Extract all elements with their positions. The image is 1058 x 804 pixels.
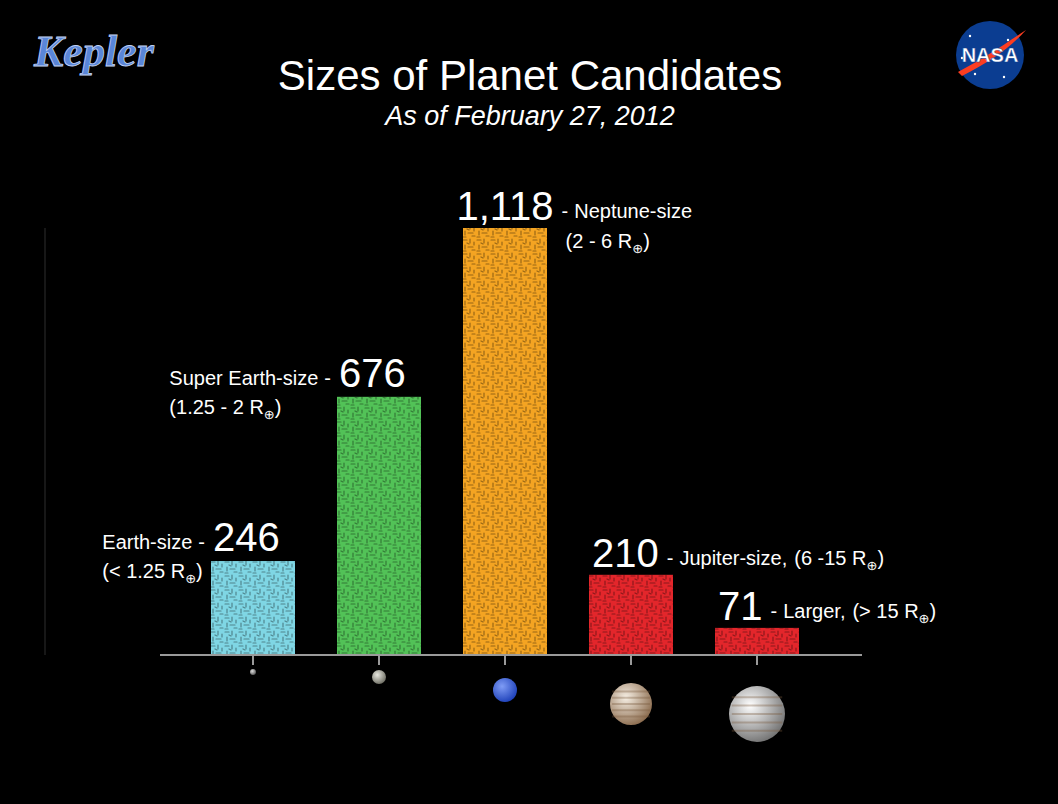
bar-texture: [337, 397, 421, 655]
size-range-sub: ⊕: [866, 558, 877, 573]
planet-band: [612, 697, 650, 699]
kepler-logo: Kepler: [33, 27, 155, 76]
category-label: Super Earth-size: [169, 367, 318, 389]
bar: [337, 397, 421, 655]
planet-band: [732, 696, 782, 698]
size-range: (1.25 - 2 R⊕): [169, 396, 281, 422]
size-range: (< 1.25 R⊕): [102, 560, 202, 586]
label-separator: -: [562, 200, 569, 222]
category-tick: [756, 655, 758, 665]
data-label: 71: [718, 584, 763, 628]
size-range-part: (1.25 - 2 R: [169, 396, 263, 418]
data-label: 210: [592, 531, 659, 575]
category-label: Earth-size: [102, 531, 192, 553]
data-label: 246: [213, 515, 280, 559]
planet-band: [612, 690, 650, 692]
bar: [715, 628, 799, 655]
size-range: (6 -15 R⊕): [794, 547, 884, 573]
data-label: 1,118: [456, 184, 553, 228]
size-range-part: (< 1.25 R: [102, 560, 185, 582]
planet-icon: [493, 678, 517, 702]
size-range-part: ): [930, 600, 937, 622]
planet-band: [612, 703, 650, 705]
size-range: (> 15 R⊕): [852, 600, 936, 626]
category-tick: [504, 655, 506, 665]
size-range-part: ): [196, 560, 203, 582]
label-separator: -: [324, 367, 331, 389]
plot-area: [211, 228, 799, 655]
category-tick: [378, 655, 380, 665]
bar: [463, 228, 547, 655]
size-range-sub: ⊕: [264, 407, 275, 422]
label-separator: -: [667, 547, 674, 569]
bar-texture: [589, 575, 673, 655]
size-range-part: ): [877, 547, 884, 569]
label-separator: -: [771, 600, 778, 622]
bar-texture: [715, 628, 799, 655]
planet-icon: [610, 683, 652, 725]
size-range-part: ): [275, 396, 282, 418]
category-label: Jupiter-size,: [679, 547, 787, 569]
category-tick: [630, 655, 632, 665]
subtitle: As of February 27, 2012: [383, 101, 675, 131]
planet-icon: [250, 669, 256, 675]
planet-icon: [372, 670, 386, 684]
size-range-part: (> 15 R: [852, 600, 918, 622]
data-label: 676: [339, 351, 406, 395]
nasa-logo-star: [1007, 39, 1009, 41]
title: Sizes of Planet Candidates: [278, 52, 782, 99]
bar-texture: [463, 228, 547, 655]
nasa-logo-star: [969, 35, 971, 37]
nasa-logo-disc: [956, 21, 1024, 89]
category-tick: [252, 655, 254, 665]
size-range-part: (2 - 6 R: [566, 230, 633, 252]
planet-band: [732, 721, 782, 723]
size-range-sub: ⊕: [185, 571, 196, 586]
size-range: (2 - 6 R⊕): [566, 230, 650, 256]
size-range-sub: ⊕: [632, 241, 643, 256]
planet-band: [732, 730, 782, 732]
y-axis-line: [45, 228, 46, 655]
size-range-part: (6 -15 R: [794, 547, 866, 569]
chart: Kepler NASA Sizes of Planet CandidatesAs o…: [0, 0, 1058, 804]
label-separator: -: [198, 531, 205, 553]
page: {"chart_data": {"type": "bar", "title": …: [0, 0, 1058, 804]
planet-band: [612, 716, 650, 718]
size-range-part: ): [643, 230, 650, 252]
bar-texture: [211, 561, 295, 655]
bar: [589, 575, 673, 655]
category-label: Neptune-size: [574, 200, 692, 222]
nasa-logo-text: NASA: [962, 44, 1019, 66]
nasa-logo-star: [1003, 76, 1005, 78]
category-label: Larger,: [783, 600, 845, 622]
nasa-logo-star: [974, 73, 976, 75]
size-range-sub: ⊕: [919, 611, 930, 626]
planet-band: [732, 705, 782, 707]
planet-band: [612, 709, 650, 711]
bar: [211, 561, 295, 655]
nasa-logo-swoosh: [958, 30, 1026, 76]
planet-band: [732, 713, 782, 715]
planet-icon: [729, 686, 785, 742]
